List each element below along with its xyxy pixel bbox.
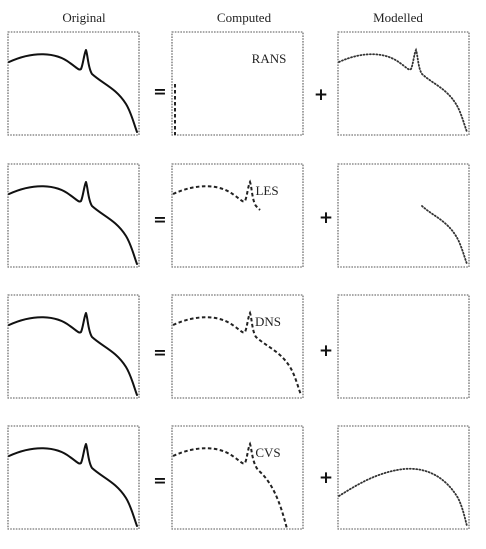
- original-panel-rans: [7, 31, 140, 136]
- modelled-panel-cvs: [337, 425, 470, 530]
- panel-frame: [337, 163, 470, 268]
- modelled-panel-rans: [337, 31, 470, 136]
- panel-frame: [337, 425, 470, 530]
- row-cvs: = CVS +: [7, 425, 470, 530]
- row-les: = LES +: [7, 163, 470, 268]
- method-label-dns: DNS: [255, 314, 281, 329]
- panel-frame: [171, 425, 304, 530]
- panel-frame: [337, 294, 470, 399]
- panel-frame: [7, 294, 140, 399]
- equals-sign: =: [153, 82, 166, 101]
- header-computed: Computed: [217, 10, 272, 25]
- plus-sign: +: [319, 341, 333, 361]
- modelled-panel-dns: [337, 294, 470, 399]
- original-panel-dns: [7, 294, 140, 399]
- header-modelled: Modelled: [373, 10, 423, 25]
- panel-frame: [171, 294, 304, 399]
- modelled-spectrum-curve: [421, 205, 468, 265]
- equals-sign: =: [153, 343, 166, 362]
- row-dns: = DNS +: [7, 294, 470, 399]
- computed-panel-rans: RANS: [171, 31, 304, 136]
- header-original: Original: [62, 10, 106, 25]
- method-label-les: LES: [255, 183, 278, 198]
- plus-sign: +: [319, 468, 333, 488]
- modelled-spectrum-curve: [338, 467, 468, 527]
- method-label-cvs: CVS: [255, 445, 280, 460]
- original-spectrum-curve: [8, 443, 138, 527]
- computed-panel-dns: DNS: [171, 294, 304, 399]
- original-spectrum-curve: [8, 49, 138, 133]
- panel-frame: [171, 163, 304, 268]
- panel-frame: [171, 31, 304, 136]
- computed-panel-cvs: CVS: [171, 425, 304, 530]
- original-panel-les: [7, 163, 140, 268]
- panel-frame: [7, 425, 140, 530]
- panel-frame: [7, 31, 140, 136]
- equals-sign: =: [153, 471, 166, 490]
- computed-spectrum-curve: [172, 312, 302, 396]
- panel-frame: [7, 163, 140, 268]
- row-rans: = RANS +: [7, 31, 470, 136]
- plus-sign: +: [319, 208, 333, 228]
- computed-spectrum-curve: [172, 181, 261, 211]
- equals-sign: =: [153, 210, 166, 229]
- modelled-spectrum-curve: [338, 49, 468, 133]
- modelled-panel-les: [337, 163, 470, 268]
- original-panel-cvs: [7, 425, 140, 530]
- original-spectrum-curve: [8, 181, 138, 265]
- method-label-rans: RANS: [252, 51, 287, 66]
- plus-sign: +: [314, 85, 328, 105]
- panel-frame: [337, 31, 470, 136]
- computed-panel-les: LES: [171, 163, 304, 268]
- original-spectrum-curve: [8, 312, 138, 396]
